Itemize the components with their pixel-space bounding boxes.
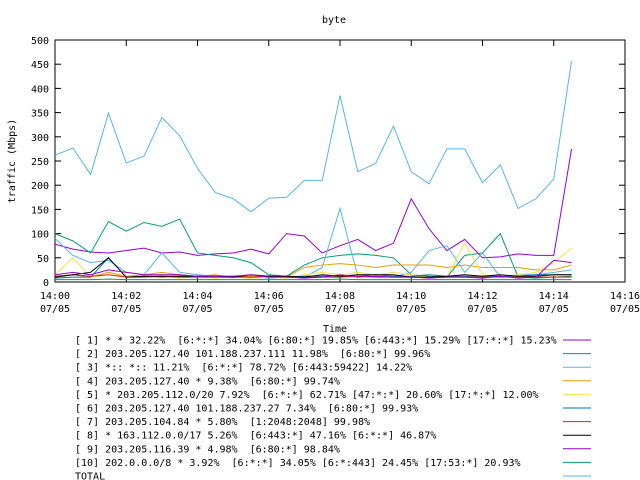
y-tick-label: 200 (31, 181, 49, 192)
x-tick-label: 14:04 07/05 (182, 291, 212, 315)
x-tick-label: 14:12 07/05 (467, 291, 497, 315)
x-tick-label-line: 14:08 (325, 291, 355, 302)
legend-label: [ 3] *:: *:: 11.21% [6:*:*] 78.72% [6:44… (75, 363, 412, 374)
legend-label: [ 8] * 163.112.0.0/17 5.26% [6:443:*] 47… (75, 431, 436, 442)
x-tick-label-line: 07/05 (182, 304, 212, 315)
x-tick-label-line: 07/05 (40, 304, 70, 315)
y-tick-label: 50 (37, 254, 49, 265)
x-tick-label: 14:10 07/05 (396, 291, 426, 315)
legend-label: [10] 202.0.0.0/8 * 3.92% [6:*:*] 34.05% … (75, 458, 521, 469)
y-tick-label: 400 (31, 84, 49, 95)
series-line (54, 259, 572, 279)
x-tick-label: 14:08 07/05 (325, 291, 355, 315)
legend-label: [ 2] 203.205.127.40 101.188.237.111 11.9… (75, 349, 430, 360)
x-tick-label-line: 07/05 (111, 304, 141, 315)
x-tick-label-line: 14:16 (610, 291, 640, 302)
x-axis-label: Time (323, 324, 347, 335)
legend-label: [ 4] 203.205.127.40 * 9.38% [6:80:*] 99.… (75, 376, 340, 387)
x-tick-label-line: 14:00 (40, 291, 70, 302)
x-tick-label-line: 07/05 (325, 304, 355, 315)
x-tick-label-line: 07/05 (539, 304, 569, 315)
y-tick-label: 100 (31, 230, 49, 241)
x-tick-label-line: 07/05 (396, 304, 426, 315)
y-tick-label: 250 (31, 157, 49, 168)
x-tick-label: 14:16 07/05 (610, 291, 640, 315)
series-line (54, 218, 572, 279)
y-tick-label: 500 (31, 36, 49, 47)
x-tick-label-line: 07/05 (610, 304, 640, 315)
x-tick-label-line: 14:06 (254, 291, 284, 302)
x-tick-label-line: 14:04 (182, 291, 212, 302)
legend-label: TOTAL (75, 472, 105, 480)
series-line (54, 60, 573, 213)
x-tick-label: 14:00 07/05 (40, 291, 70, 315)
x-tick-label: 14:02 07/05 (111, 291, 141, 315)
x-tick-label-line: 07/05 (467, 304, 497, 315)
x-tick-label-line: 07/05 (254, 304, 284, 315)
legend-label: [ 7] 203.205.104.84 * 5.80% [1:2048:2048… (75, 417, 370, 428)
legend-label: [ 1] * * 32.22% [6:*:*] 34.04% [6:80:*] … (75, 336, 557, 347)
y-tick-label: 300 (31, 133, 49, 144)
series-line (54, 263, 572, 278)
legend-label: [ 5] * 203.205.112.0/20 7.92% [6:*:*] 62… (75, 390, 539, 401)
x-tick-label-line: 14:10 (396, 291, 426, 302)
x-tick-label-line: 14:02 (111, 291, 141, 302)
series-line (54, 148, 573, 259)
x-tick-label: 14:14 07/05 (539, 291, 569, 315)
series-line (54, 257, 572, 278)
y-tick-label: 0 (43, 278, 49, 289)
x-tick-label-line: 14:14 (539, 291, 569, 302)
y-tick-label: 350 (31, 109, 49, 120)
chart-title: byte (322, 15, 346, 26)
y-tick-label: 150 (31, 205, 49, 216)
x-tick-label-line: 14:12 (467, 291, 497, 302)
legend-label: [ 6] 203.205.127.40 101.188.237.27 7.34%… (75, 404, 418, 415)
y-tick-label: 450 (31, 60, 49, 71)
legend-label: [ 9] 203.205.116.39 * 4.98% [6:80:*] 98.… (75, 444, 340, 455)
y-axis-label: traffic (Mbps) (7, 119, 18, 203)
x-tick-label: 14:06 07/05 (254, 291, 284, 315)
